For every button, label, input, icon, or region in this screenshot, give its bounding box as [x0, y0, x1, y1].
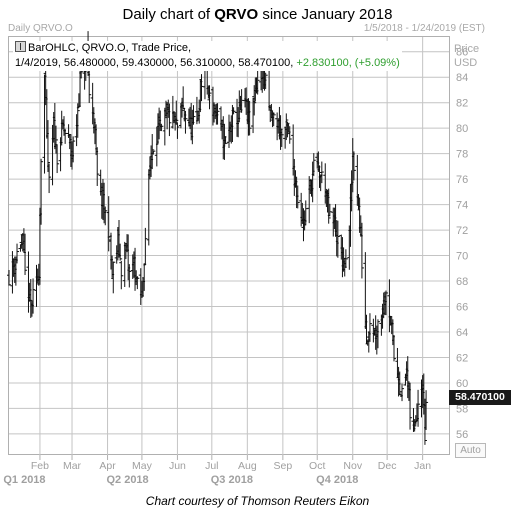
quarter-tick-label: Q2 2018	[106, 474, 148, 486]
month-tick-label: Oct	[309, 460, 325, 472]
month-tick-label: Jun	[169, 460, 186, 472]
chart-title: Daily chart of QRVO since January 2018	[122, 6, 393, 23]
chart-header-instrument: Daily QRVO.O	[8, 23, 73, 34]
chart-header-date-range: 1/5/2018 - 1/24/2019 (EST)	[363, 23, 485, 34]
price-tick-label: 60	[456, 378, 468, 390]
month-tick-label: Aug	[238, 460, 257, 472]
month-tick-label: Feb	[31, 460, 49, 472]
price-tick-label: 58	[456, 403, 468, 415]
legend-last-bar-values: 1/4/2019, 56.480000, 59.430000, 56.31000…	[15, 57, 294, 69]
month-tick-label: Nov	[343, 460, 362, 472]
price-tick-label: 80	[456, 123, 468, 135]
price-tick-label: 82	[456, 98, 468, 110]
price-tick-label: 72	[456, 225, 468, 237]
month-tick-label: Jul	[205, 460, 218, 472]
price-tick-label: 62	[456, 352, 468, 364]
price-tick-label: 68	[456, 276, 468, 288]
month-tick-label: Dec	[378, 460, 397, 472]
price-tick-label: 64	[456, 327, 468, 339]
chart-credit: Chart courtesy of Thomson Reuters Eikon	[145, 494, 370, 508]
month-tick-label: Mar	[63, 460, 82, 472]
legend-price-change: +2.830100, (+5.09%)	[296, 57, 400, 69]
price-tick-label: 56	[456, 429, 468, 441]
month-tick-label: Jan	[414, 460, 431, 472]
price-tick-label: 70	[456, 251, 468, 263]
price-tick-label: 86	[456, 47, 468, 59]
month-tick-label: Apr	[99, 460, 116, 472]
ohlc-series-icon	[15, 41, 26, 52]
price-axis-title: Price USD	[454, 43, 480, 69]
chart-legend: BarOHLC, QRVO.O, Trade Price, 1/4/2019, …	[13, 41, 402, 71]
quarter-tick-label: Q1 2018	[3, 474, 45, 486]
price-tick-label: 84	[456, 72, 468, 84]
price-tick-label: 76	[456, 174, 468, 186]
last-price-badge: 58.470100	[449, 390, 511, 405]
auto-scale-button[interactable]: Auto	[455, 443, 486, 458]
legend-series-description: BarOHLC, QRVO.O, Trade Price,	[28, 42, 192, 54]
quarter-tick-label: Q4 2018	[316, 474, 358, 486]
month-tick-label: Sep	[274, 460, 293, 472]
month-tick-label: May	[132, 460, 153, 472]
chart-panel	[8, 36, 450, 455]
quarter-tick-label: Q3 2018	[211, 474, 253, 486]
price-tick-label: 74	[456, 200, 468, 212]
price-tick-label: 78	[456, 149, 468, 161]
price-tick-label: 66	[456, 302, 468, 314]
